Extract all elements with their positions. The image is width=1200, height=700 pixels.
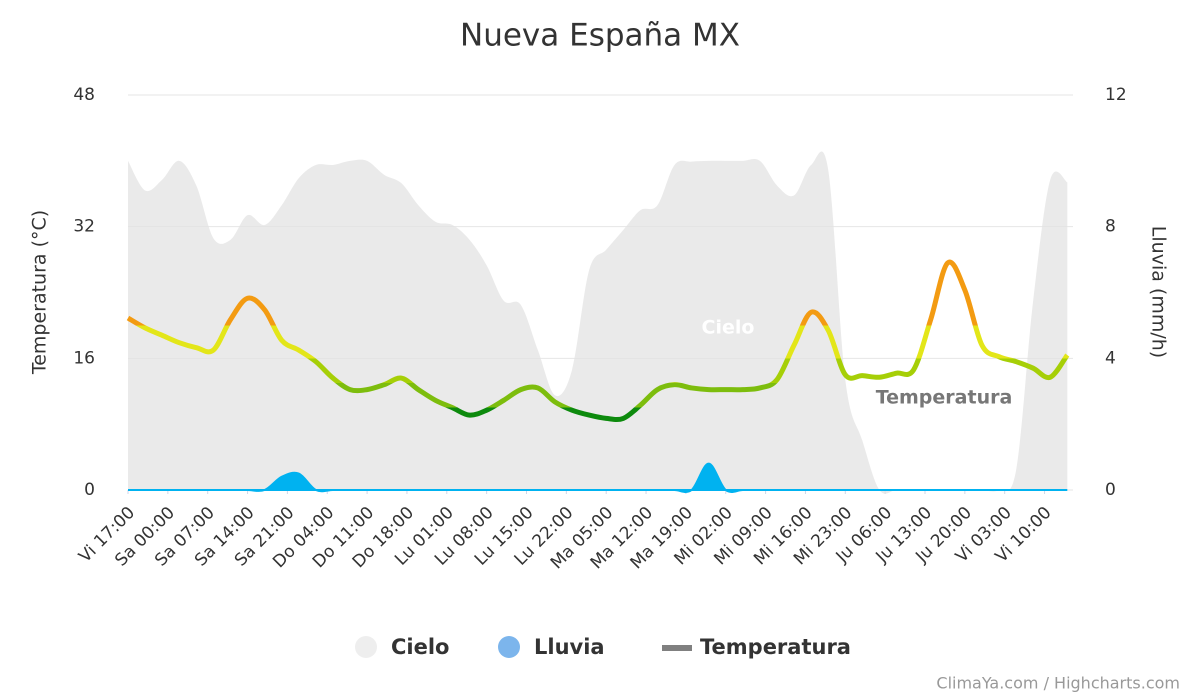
- legend-label: Temperatura: [700, 635, 851, 659]
- y2-axis-label: Lluvia (mm/h): [1148, 226, 1170, 358]
- legend-symbol: [662, 645, 692, 651]
- y2-tick-label: 8: [1105, 217, 1116, 237]
- y-tick-label: 0: [84, 480, 95, 500]
- legend-item[interactable]: Cielo: [355, 635, 449, 659]
- legend-label: Lluvia: [534, 635, 605, 659]
- area: [128, 151, 1068, 494]
- credits[interactable]: ClimaYa.com / Highcharts.com: [936, 674, 1180, 693]
- legend-symbol: [355, 636, 377, 658]
- area: [128, 462, 1068, 493]
- legend-item[interactable]: Lluvia: [498, 635, 605, 659]
- annotation: Temperatura: [876, 387, 1013, 409]
- chart-title: Nueva España MX: [460, 18, 740, 54]
- y-tick-label: 16: [73, 348, 95, 368]
- y2-tick-label: 4: [1105, 348, 1116, 368]
- legend-item[interactable]: Temperatura: [662, 635, 851, 659]
- legend-label: Cielo: [391, 635, 449, 659]
- y-tick-label: 48: [73, 85, 95, 105]
- y-axis-label: Temperatura (°C): [29, 210, 51, 375]
- y2-tick-label: 0: [1105, 480, 1116, 500]
- line: [126, 259, 1070, 423]
- y2-tick-label: 12: [1105, 85, 1127, 105]
- y-tick-label: 32: [73, 217, 95, 237]
- annotation: Cielo: [702, 317, 755, 339]
- legend-symbol: [498, 636, 520, 658]
